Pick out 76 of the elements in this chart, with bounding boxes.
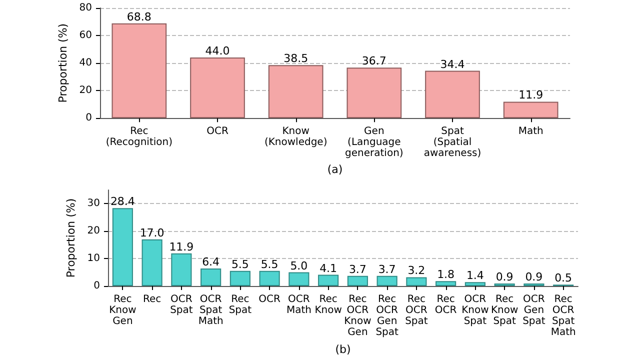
y-tick-label: 10 bbox=[87, 253, 100, 264]
x-tick-label: Math bbox=[518, 126, 544, 138]
x-tick-label: Rec OCR Spat bbox=[405, 294, 428, 327]
x-tick-label: Rec bbox=[142, 294, 162, 305]
y-axis-title: Proportion (%) bbox=[64, 198, 78, 278]
data-label: 3.7 bbox=[348, 262, 366, 276]
data-label: 34.4 bbox=[440, 58, 465, 71]
data-label: 6.4 bbox=[202, 255, 220, 268]
y-axis-title: Proportion (%) bbox=[56, 23, 70, 103]
bar bbox=[112, 208, 133, 286]
x-tick-label: Rec OCR Spat Math bbox=[550, 294, 576, 338]
x-tick-label: OCR bbox=[206, 126, 228, 138]
data-label: 5.5 bbox=[260, 258, 278, 271]
bar bbox=[268, 65, 324, 118]
x-tick-label: Rec Spat bbox=[228, 294, 252, 316]
data-label: 11.9 bbox=[518, 88, 544, 102]
bar bbox=[259, 270, 280, 286]
bar bbox=[376, 276, 398, 286]
x-tick-label: Rec OCR Know Gen bbox=[344, 294, 372, 338]
x-axis-title: (b) bbox=[335, 343, 351, 356]
x-tick-label: Gen (Language generation) bbox=[345, 126, 404, 160]
y-tick-label: 60 bbox=[79, 30, 92, 42]
bar bbox=[406, 277, 427, 286]
y-tick-label: 80 bbox=[79, 2, 92, 14]
x-tick-label: OCR Know Spat bbox=[462, 294, 489, 327]
x-tick-label: OCR Spat Math bbox=[198, 294, 224, 327]
data-label: 1.8 bbox=[437, 268, 455, 282]
x-tick-label: Rec OCR Gen Spat bbox=[376, 294, 399, 338]
y-tick-label: 20 bbox=[79, 85, 92, 96]
bar bbox=[190, 58, 245, 118]
x-tick-label: Rec Know Spat bbox=[490, 294, 518, 327]
data-label: 5.0 bbox=[290, 259, 308, 272]
x-tick-label: Rec Know bbox=[314, 294, 342, 316]
x-tick-label: Rec OCR bbox=[434, 294, 457, 316]
data-label: 36.7 bbox=[362, 54, 386, 68]
y-tick-label: 40 bbox=[79, 58, 92, 69]
bar bbox=[288, 272, 310, 286]
data-label: 0.5 bbox=[554, 272, 572, 285]
bar bbox=[318, 274, 339, 286]
data-label: 1.4 bbox=[466, 269, 484, 282]
y-tick-label: 0 bbox=[86, 112, 92, 124]
x-tick-label: Rec (Recognition) bbox=[106, 126, 173, 148]
y-tick-label: 0 bbox=[94, 280, 100, 292]
bar bbox=[425, 70, 480, 118]
bar bbox=[464, 282, 486, 286]
data-label: 28.4 bbox=[110, 195, 135, 208]
bar bbox=[200, 268, 222, 286]
bar bbox=[346, 68, 402, 118]
x-axis-title: (a) bbox=[327, 163, 343, 176]
bar bbox=[436, 281, 456, 286]
y-tick-label: 20 bbox=[87, 226, 100, 237]
x-tick-label: Rec Know Gen bbox=[109, 294, 136, 327]
x-tick-label: OCR Math bbox=[286, 294, 312, 316]
data-label: 44.0 bbox=[205, 44, 230, 58]
x-tick-label: Spat (Spatial awareness) bbox=[424, 126, 482, 160]
data-label: 0.9 bbox=[525, 270, 543, 284]
x-tick-label: Know (Knowledge) bbox=[264, 126, 328, 148]
x-tick-label: OCR bbox=[258, 294, 281, 305]
x-tick-label: OCR Spat bbox=[170, 294, 193, 316]
x-tick-label: OCR Gen Spat bbox=[522, 294, 546, 327]
data-label: 5.5 bbox=[231, 258, 249, 271]
bar bbox=[230, 270, 250, 286]
bar bbox=[171, 253, 192, 286]
bar bbox=[142, 239, 162, 286]
data-label: 3.2 bbox=[408, 264, 426, 278]
bar bbox=[112, 23, 167, 118]
bar bbox=[503, 102, 558, 118]
data-label: 0.9 bbox=[496, 270, 514, 284]
data-label: 11.9 bbox=[169, 240, 194, 254]
data-label: 3.7 bbox=[378, 262, 396, 276]
data-label: 4.1 bbox=[320, 262, 338, 275]
bar bbox=[347, 276, 368, 286]
y-tick-label: 30 bbox=[87, 198, 100, 210]
data-label: 68.8 bbox=[126, 10, 152, 24]
data-label: 17.0 bbox=[140, 226, 164, 240]
data-label: 38.5 bbox=[284, 52, 308, 66]
